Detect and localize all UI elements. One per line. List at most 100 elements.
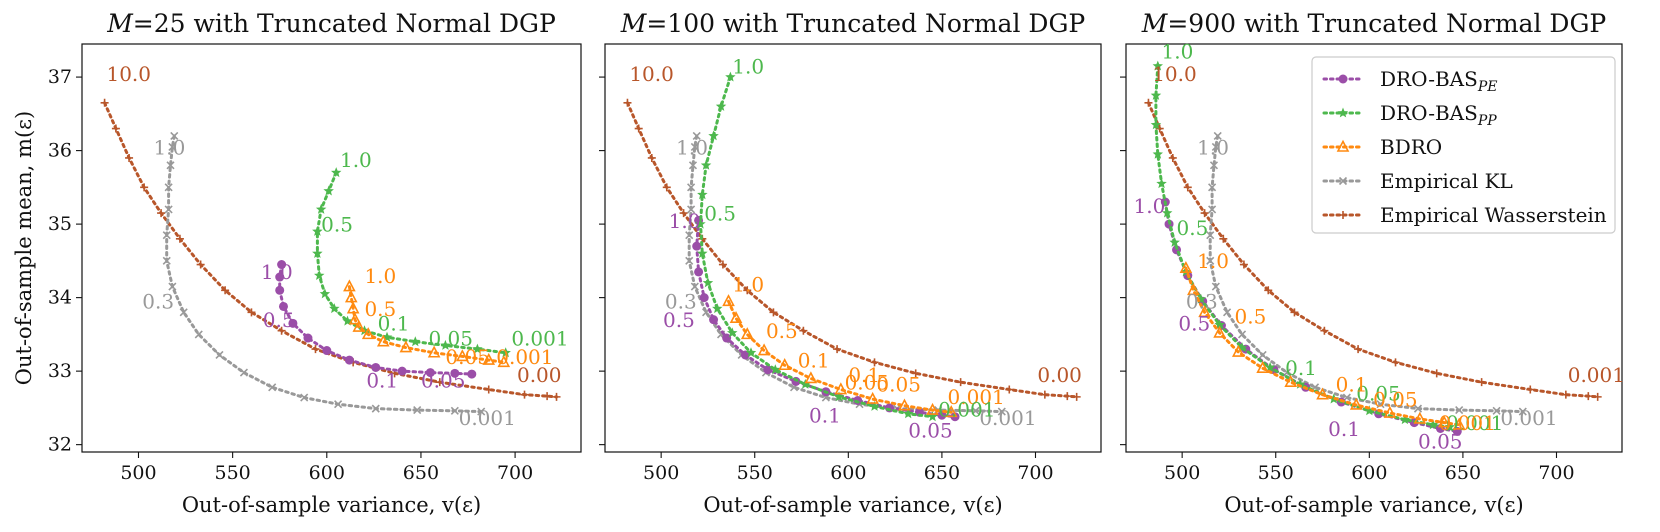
data-point [543, 392, 552, 401]
point-label: 0.05 [876, 373, 921, 397]
point-label: 0.1 [1336, 373, 1368, 397]
data-point [344, 355, 354, 365]
point-label: 0.001 [938, 398, 995, 422]
point-label: 0.1 [378, 312, 410, 336]
data-point [647, 153, 656, 162]
point-label: 0.1 [1285, 356, 1317, 380]
point-label: 0.001 [1439, 411, 1496, 435]
data-point [937, 410, 947, 420]
data-point [278, 301, 288, 311]
data-point [1214, 319, 1225, 330]
data-point [196, 260, 205, 269]
data-point [971, 406, 980, 415]
data-point [399, 340, 413, 353]
data-point [1211, 142, 1220, 151]
data-point [215, 350, 224, 360]
chart-title: M=100 with Truncated Normal DGP [620, 9, 1086, 38]
data-point [342, 315, 353, 326]
legend-marker [1338, 176, 1348, 186]
data-point [1213, 325, 1226, 338]
plot-area [1144, 60, 1602, 436]
data-point [1320, 326, 1329, 335]
data-point [1211, 282, 1220, 291]
data-point [1593, 392, 1602, 401]
data-point [692, 131, 701, 140]
data-point [484, 385, 493, 394]
data-point [288, 318, 298, 328]
data-point [956, 378, 965, 387]
y-tick-label: 37 [48, 66, 72, 88]
data-point [413, 406, 422, 415]
x-tick-label: 600 [830, 462, 866, 484]
data-point [352, 319, 366, 332]
series-empirical-kl [162, 131, 486, 416]
data-point [1150, 119, 1162, 130]
data-point [1072, 392, 1081, 401]
data-point [697, 248, 708, 258]
data-point [1354, 345, 1363, 354]
data-point [111, 124, 120, 133]
legend-entry-dro-bas-pp: DRO-BASPP [1322, 101, 1497, 129]
data-point [194, 330, 203, 339]
point-label: 0.001 [496, 345, 553, 369]
series-line [1154, 64, 1452, 429]
data-point [343, 279, 356, 292]
data-point [552, 392, 561, 401]
data-point [898, 398, 911, 411]
point-label: 0.3 [665, 290, 697, 314]
x-tick-label: 600 [309, 462, 345, 484]
data-point [694, 267, 704, 277]
data-point [221, 286, 230, 295]
x-tick-label: 500 [643, 462, 679, 484]
data-point [702, 277, 714, 288]
point-label: 0.001 [1568, 363, 1625, 387]
data-point [1455, 406, 1464, 415]
point-label: 1.0 [1162, 40, 1194, 64]
data-point [1155, 124, 1164, 133]
point-label: 0.1 [848, 363, 880, 387]
data-point [997, 407, 1006, 416]
data-point [381, 331, 393, 342]
point-label: 0.5 [1177, 216, 1209, 240]
data-point [275, 272, 285, 282]
legend-label: DRO-BASPP [1380, 101, 1497, 129]
series-empirical-wasserstein [623, 98, 1081, 401]
data-point [804, 371, 818, 384]
point-label: 0.001 [948, 385, 1005, 409]
data-point [687, 205, 696, 214]
data-point [911, 369, 920, 378]
y-tick-label: 32 [48, 434, 72, 456]
x-axis-label: Out-of-sample variance, v(ε) [703, 493, 1002, 517]
point-label: 0.05 [1373, 387, 1418, 411]
data-point [1518, 407, 1527, 416]
data-point [833, 345, 842, 354]
data-point [1198, 305, 1211, 318]
series-dro-bas-pe [275, 260, 477, 379]
series-bdro [343, 279, 511, 368]
data-point [800, 378, 811, 389]
data-point [692, 241, 702, 251]
data-point [679, 209, 688, 218]
data-point [164, 183, 173, 192]
panel-2: M=100 with Truncated Normal DGP 500 550 600… [599, 9, 1102, 517]
legend-entry-bdro: BDRO [1322, 135, 1442, 159]
legend-box [1311, 56, 1616, 234]
series-empirical-wasserstein [1144, 98, 1602, 401]
series-line [727, 299, 953, 414]
data-point [1427, 419, 1439, 430]
x-tick-label: 500 [1164, 462, 1200, 484]
data-point [1150, 90, 1162, 100]
data-point [1183, 183, 1192, 192]
data-point [740, 327, 754, 340]
data-point [346, 301, 360, 314]
point-label: 1.0 [732, 54, 764, 78]
data-point [712, 303, 723, 314]
data-point [1209, 161, 1219, 170]
point-label: 0.3 [142, 290, 174, 314]
data-point [319, 288, 331, 299]
data-point [1168, 153, 1177, 162]
data-point [1452, 417, 1466, 430]
series-dro-bas-pp [1150, 60, 1455, 432]
data-point [157, 209, 166, 218]
data-point [1492, 406, 1501, 415]
